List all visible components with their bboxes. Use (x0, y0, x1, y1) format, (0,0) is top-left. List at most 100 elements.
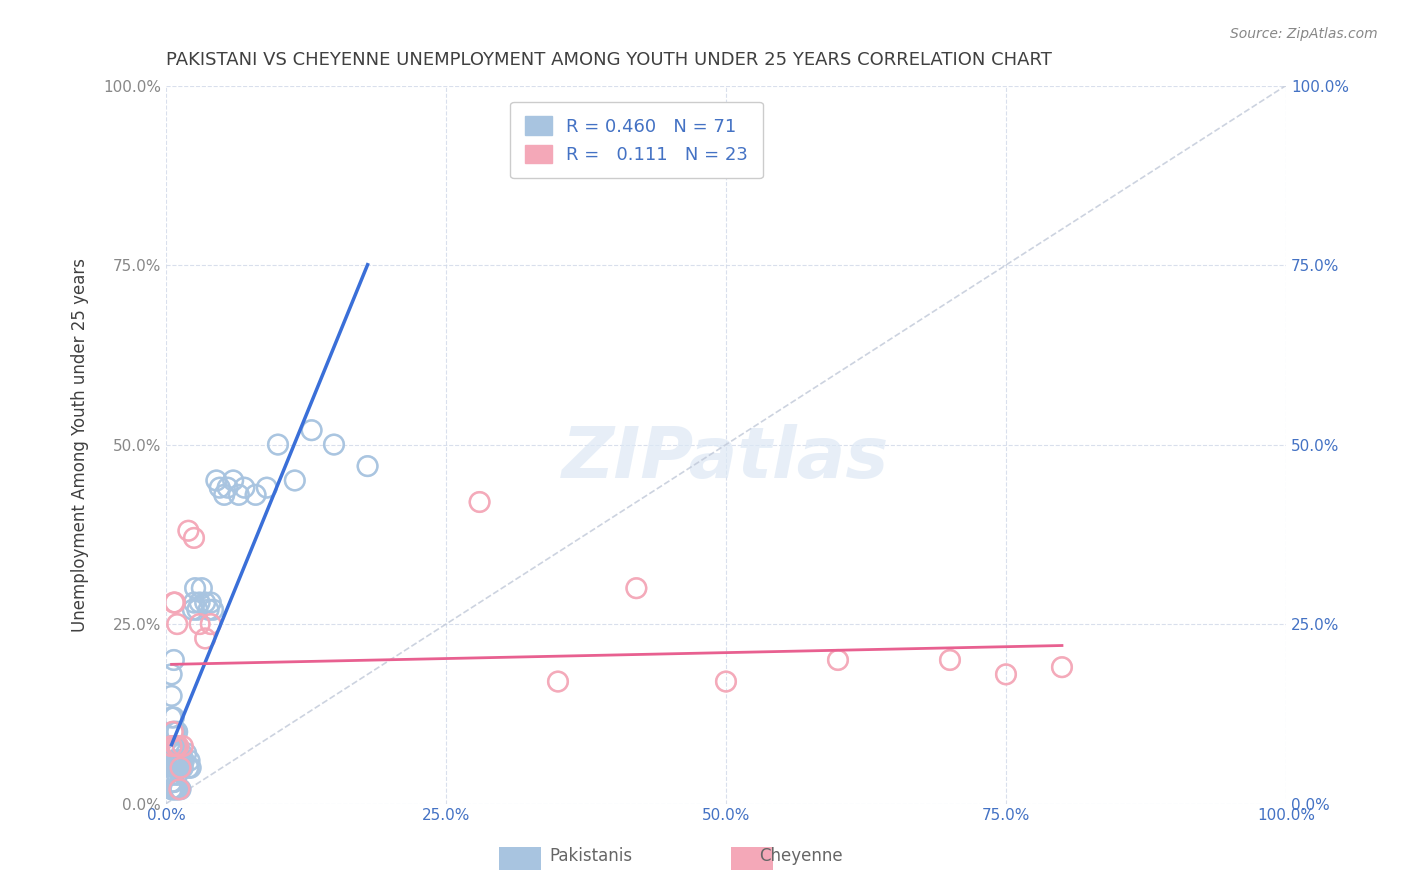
Point (163, 754, 186, 768)
Point (256, 481, 278, 495)
Point (939, 653, 962, 667)
Point (217, 481, 239, 495)
Point (167, 739, 190, 754)
Point (197, 603, 219, 617)
Point (163, 739, 186, 754)
Point (174, 747, 197, 761)
Point (165, 747, 187, 761)
Point (166, 768, 188, 782)
Point (183, 596, 205, 610)
Point (172, 739, 194, 754)
Point (188, 596, 211, 610)
Point (208, 481, 231, 495)
Point (163, 724, 186, 739)
Point (160, 782, 183, 797)
Point (169, 754, 191, 768)
Point (163, 724, 186, 739)
Point (174, 747, 197, 761)
Point (194, 596, 217, 610)
Point (170, 747, 193, 761)
Point (714, 674, 737, 689)
Point (166, 747, 188, 761)
Point (170, 754, 193, 768)
Point (160, 667, 183, 681)
Point (172, 739, 194, 754)
Point (170, 747, 193, 761)
Point (180, 761, 202, 775)
Point (165, 739, 187, 754)
Point (163, 739, 186, 754)
Point (284, 474, 307, 488)
Point (166, 739, 188, 754)
Point (166, 754, 188, 768)
Text: Cheyenne: Cheyenne (759, 847, 844, 865)
Point (172, 761, 194, 775)
Point (165, 747, 187, 761)
Point (228, 488, 250, 502)
Point (163, 724, 186, 739)
Point (162, 775, 184, 789)
Point (160, 689, 183, 703)
Point (169, 761, 191, 775)
Point (169, 761, 191, 775)
Point (177, 761, 200, 775)
Point (179, 754, 201, 768)
Point (160, 739, 183, 754)
Point (186, 603, 208, 617)
Point (166, 739, 188, 754)
Point (165, 782, 187, 797)
Point (165, 782, 187, 797)
Point (194, 632, 217, 646)
Text: ZIPatlas: ZIPatlas (562, 425, 890, 493)
Point (166, 617, 188, 632)
Point (163, 596, 186, 610)
Point (166, 724, 188, 739)
Y-axis label: Unemployment Among Youth under 25 years: Unemployment Among Youth under 25 years (72, 258, 89, 632)
Text: PAKISTANI VS CHEYENNE UNEMPLOYMENT AMONG YOUTH UNDER 25 YEARS CORRELATION CHART: PAKISTANI VS CHEYENNE UNEMPLOYMENT AMONG… (166, 51, 1052, 69)
Point (205, 474, 228, 488)
Point (202, 603, 225, 617)
Point (162, 782, 184, 797)
Point (163, 653, 186, 667)
Point (245, 488, 267, 502)
Point (166, 782, 188, 797)
Point (166, 754, 188, 768)
Point (167, 761, 190, 775)
Point (228, 488, 250, 502)
Point (163, 775, 186, 789)
Point (222, 474, 245, 488)
Point (167, 754, 190, 768)
Point (160, 775, 183, 789)
Point (180, 761, 202, 775)
Point (169, 782, 191, 797)
Point (167, 782, 190, 797)
Point (163, 596, 186, 610)
Point (200, 596, 222, 610)
Point (163, 782, 186, 797)
Point (167, 739, 190, 754)
Point (160, 739, 183, 754)
Point (177, 524, 200, 538)
Point (166, 761, 188, 775)
Point (301, 423, 323, 437)
Point (163, 710, 186, 724)
Point (188, 617, 211, 632)
Point (169, 761, 191, 775)
Point (939, 653, 962, 667)
Point (163, 710, 186, 724)
Point (163, 775, 186, 789)
Point (181, 603, 204, 617)
Point (181, 603, 204, 617)
Point (994, 667, 1017, 681)
Point (323, 437, 346, 451)
Point (169, 754, 191, 768)
Point (197, 603, 219, 617)
Point (184, 581, 207, 595)
Point (356, 459, 378, 474)
Point (1050, 660, 1073, 674)
Point (163, 754, 186, 768)
Point (163, 747, 186, 761)
Point (177, 524, 200, 538)
Point (205, 474, 228, 488)
Point (188, 617, 211, 632)
